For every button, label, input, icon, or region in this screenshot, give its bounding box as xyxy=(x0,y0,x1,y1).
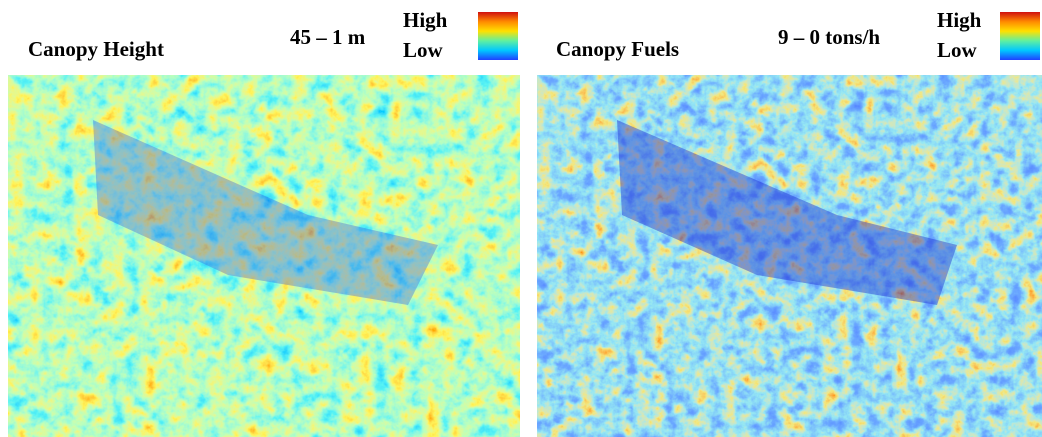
panel-title: Canopy Fuels xyxy=(556,37,679,62)
scale-range: 45 – 1 m xyxy=(290,25,365,50)
figure: Canopy Height 45 – 1 m High Low Canopy F… xyxy=(0,0,1042,437)
legend-high: High xyxy=(403,8,447,33)
panel-title: Canopy Height xyxy=(28,37,164,62)
scale-range: 9 – 0 tons/h xyxy=(778,25,880,50)
color-bar xyxy=(1000,12,1040,60)
legend-low: Low xyxy=(937,38,977,63)
canopy-height-map xyxy=(8,75,520,437)
legend-low: Low xyxy=(403,38,443,63)
canopy-fuels-map xyxy=(537,75,1042,437)
color-bar xyxy=(478,12,518,60)
legend-high: High xyxy=(937,8,981,33)
